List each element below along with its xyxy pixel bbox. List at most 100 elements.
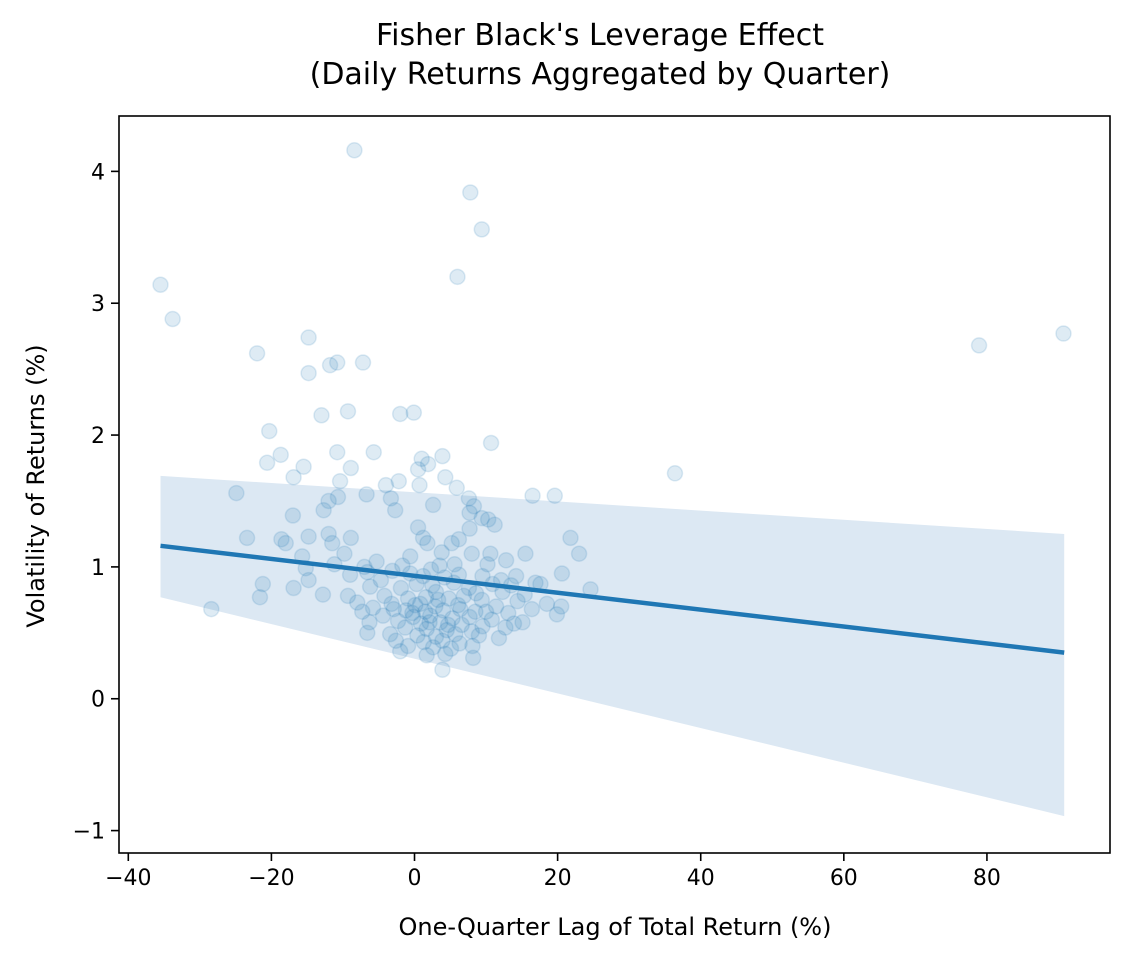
scatter-point: [570, 545, 588, 562]
scatter-point: [434, 602, 452, 619]
scatter-point: [315, 501, 332, 519]
scatter-point: [417, 588, 435, 606]
scatter-point: [449, 268, 466, 286]
confidence-band: [160, 475, 1065, 817]
chart-title: Fisher Black's Leverage Effect: [376, 18, 824, 53]
scatter-point: [524, 487, 541, 504]
scatter-point: [295, 458, 312, 475]
scatter-point: [354, 354, 372, 371]
scatter-point: [461, 608, 478, 626]
scatter-point: [523, 600, 541, 618]
scatter-point: [399, 590, 417, 607]
scatter-point: [440, 590, 458, 607]
scatter-point: [438, 621, 455, 639]
scatter-point: [517, 545, 534, 562]
scatter-point: [453, 616, 470, 634]
scatter-point: [970, 337, 988, 354]
scatter-point: [396, 619, 414, 636]
scatter-point: [404, 608, 422, 626]
scatter-point: [497, 619, 514, 636]
y-tick-label: 3: [91, 292, 105, 317]
scatter-point: [473, 221, 491, 238]
x-axis-label: One-Quarter Lag of Total Return (%): [399, 913, 832, 941]
scatter-point: [473, 591, 491, 609]
scatter-point: [359, 624, 376, 642]
scatter-point: [377, 476, 395, 494]
scatter-point: [349, 594, 366, 611]
scatter-point: [414, 529, 432, 547]
scatter-point: [406, 596, 424, 614]
scatter-point: [314, 586, 332, 603]
x-tick-label: −40: [105, 866, 151, 891]
scatter-point: [412, 615, 430, 632]
scatter-point: [374, 607, 392, 624]
scatter-point: [464, 637, 481, 655]
scatter-point: [392, 579, 410, 597]
scatter-point: [358, 486, 375, 503]
scatter-point: [300, 528, 317, 545]
axes-frame: [118, 115, 1111, 854]
scatter-point: [336, 545, 353, 562]
scatter-point: [228, 484, 245, 502]
scatter-point: [424, 639, 442, 656]
scatter-point: [486, 516, 503, 533]
scatter-point: [499, 604, 517, 622]
x-tick-label: 20: [544, 866, 572, 891]
scatter-point: [404, 604, 421, 622]
scatter-point: [365, 443, 382, 461]
scatter-point: [387, 632, 405, 649]
scatter-point: [409, 627, 426, 644]
scatter-point: [562, 529, 579, 547]
chart-subtitle: (Daily Returns Aggregated by Quarter): [310, 57, 891, 92]
scatter-point: [434, 447, 451, 465]
scatter-point: [383, 595, 400, 613]
scatter-point: [461, 504, 478, 522]
scatter-point: [300, 329, 317, 346]
scatter-point: [444, 610, 461, 627]
scatter-point: [342, 459, 360, 477]
scatter-point: [462, 184, 479, 201]
scatter-point: [451, 635, 468, 652]
scatter-point: [427, 598, 444, 615]
scatter-point: [405, 404, 423, 421]
scatter-point: [552, 598, 570, 615]
scatter-point: [382, 490, 400, 507]
scatter-point: [487, 598, 505, 615]
y-tick-label: 1: [91, 556, 105, 581]
scatter-point: [409, 519, 427, 536]
scatter-point: [474, 617, 491, 635]
scatter-point: [421, 614, 438, 631]
scatter-point: [300, 364, 317, 382]
scatter-point: [331, 472, 349, 490]
scatter-point: [546, 487, 564, 504]
scatter-point: [427, 628, 445, 646]
scatter-point: [477, 603, 495, 620]
scatter-point: [277, 534, 294, 552]
scatter-point: [467, 585, 485, 602]
scatter-point: [490, 629, 508, 647]
scatter-point: [461, 520, 478, 537]
scatter-point: [446, 556, 463, 573]
y-tick-label: 4: [91, 160, 105, 185]
scatter-point: [433, 544, 450, 561]
x-tick-label: −20: [248, 866, 294, 891]
scatter-point: [432, 614, 449, 631]
x-tick-label: 0: [408, 866, 422, 891]
scatter-point: [470, 627, 488, 644]
scatter-point: [376, 587, 393, 605]
scatter-point: [254, 575, 272, 593]
scatter-point: [419, 455, 437, 473]
scatter-point: [320, 525, 337, 543]
y-tick-label: 2: [91, 424, 105, 449]
scatter-point: [251, 588, 269, 606]
scatter-point: [443, 534, 460, 552]
scatter-point: [439, 616, 457, 634]
scatter-point: [419, 534, 436, 552]
scatter-point: [342, 529, 360, 547]
scatter-point: [361, 614, 378, 631]
scatter-point: [285, 579, 302, 597]
scatter-point: [548, 606, 566, 623]
scatter-point: [261, 422, 278, 440]
scatter-point: [418, 646, 435, 664]
